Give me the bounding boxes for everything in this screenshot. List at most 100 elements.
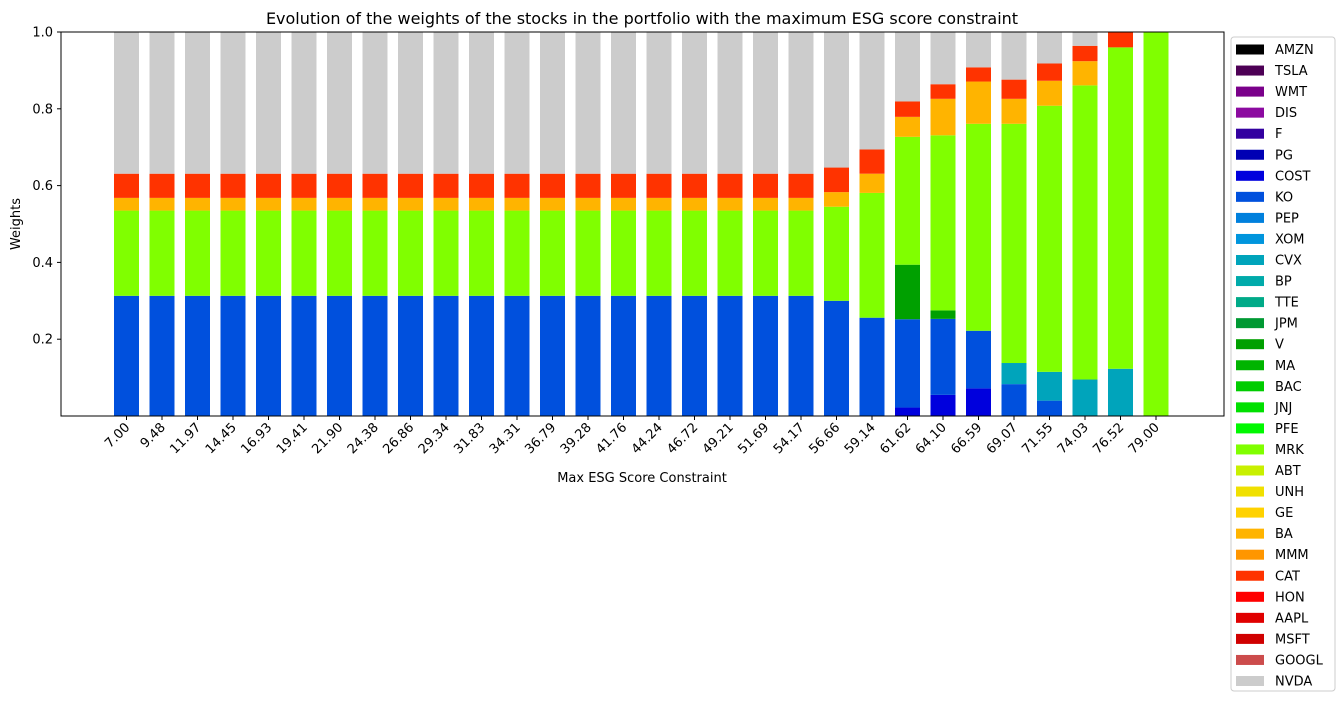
legend-label-cost: COST (1275, 169, 1311, 184)
bar-segment-mrk (966, 123, 991, 331)
y-tick-label: 0.6 (32, 179, 53, 194)
bar-segment-mrk (220, 210, 246, 296)
legend-label-googl: GOOGL (1275, 653, 1324, 668)
bar-segment-ba (753, 197, 778, 211)
legend-swatch-jnj (1236, 402, 1264, 413)
legend-swatch-pfe (1236, 423, 1264, 434)
bar-segment-ba (1037, 80, 1062, 106)
bar-segment-cat (149, 173, 175, 198)
bar-segment-cvx (1001, 363, 1027, 385)
bar-segment-cat (1072, 45, 1098, 62)
bar-segment-ba (930, 98, 956, 136)
x-tick-label: 49.21 (700, 420, 737, 457)
bar-segment-cat (575, 173, 601, 198)
bar-segment-cat (1001, 79, 1027, 99)
bar-segment-ba (362, 197, 388, 211)
bar-segment-mrk (504, 210, 530, 296)
legend-swatch-unh (1236, 486, 1264, 497)
bar-segment-mrk (1001, 123, 1027, 364)
legend-swatch-wmt (1236, 86, 1264, 97)
x-tick-label: 51.69 (735, 420, 772, 457)
bar-segment-ba (185, 197, 210, 211)
y-tick-label: 0.8 (32, 102, 53, 117)
legend-label-mmm: MMM (1275, 548, 1309, 563)
bar-segment-mrk (895, 136, 920, 265)
bar-segment-nvda (540, 32, 565, 174)
bar-segment-ko (575, 295, 601, 416)
bar-segment-mrk (398, 210, 423, 296)
bar-segment-ba (540, 197, 565, 211)
legend-swatch-jpm (1236, 318, 1264, 329)
x-tick-label: 61.62 (877, 420, 914, 457)
bar-segment-cat (220, 173, 246, 198)
bar-segment-cat (717, 173, 743, 198)
bar-segment-nvda (682, 32, 707, 174)
legend-label-v: V (1275, 338, 1284, 353)
legend-swatch-mrk (1236, 444, 1264, 455)
bar-segment-cat (433, 173, 459, 198)
bar-segment-ba (717, 197, 743, 211)
bar-segment-mrk (717, 210, 743, 296)
legend-label-wmt: WMT (1275, 85, 1307, 100)
bar-segment-ko (433, 295, 459, 416)
bar-segment-cat (1037, 63, 1062, 81)
legend-label-cvx: CVX (1275, 254, 1302, 269)
bar-segment-ba (895, 116, 920, 137)
bar-segment-ko (611, 295, 636, 416)
legend-label-mrk: MRK (1275, 443, 1304, 458)
legend-label-msft: MSFT (1275, 632, 1310, 647)
x-tick-label: 36.79 (522, 420, 559, 457)
legend-swatch-ba (1236, 528, 1264, 539)
y-tick-label: 1.0 (32, 26, 53, 41)
legend-swatch-ko (1236, 191, 1264, 202)
bar-segment-mrk (362, 210, 388, 296)
bar-segment-nvda (859, 32, 885, 150)
bar-segment-nvda (611, 32, 636, 174)
legend-swatch-amzn (1236, 44, 1264, 55)
bar-segment-mrk (1143, 32, 1169, 416)
bar-segment-cat (682, 173, 707, 198)
legend-swatch-tte (1236, 297, 1264, 308)
bar-segment-mrk (327, 210, 352, 296)
bar-segment-nvda (966, 32, 991, 68)
legend-swatch-f (1236, 128, 1264, 139)
bar-segment-ba (433, 197, 459, 211)
bar-segment-ba (114, 197, 139, 211)
bar-segment-cvx (1037, 371, 1062, 401)
bar-segment-ba (398, 197, 423, 211)
bar-segment-nvda (1001, 32, 1027, 80)
x-axis: 7.00 9.4811.9714.4516.9319.4121.9024.3826… (102, 416, 1163, 457)
bar-segment-mrk (469, 210, 494, 296)
bar-segment-mrk (114, 210, 139, 296)
bar-segment-cvx (1072, 379, 1098, 416)
bar-segment-cost (930, 394, 956, 416)
legend-label-cat: CAT (1275, 569, 1300, 584)
bar-segment-ko (824, 300, 849, 416)
legend-swatch-aapl (1236, 612, 1264, 623)
bar-segment-cat (327, 173, 352, 198)
legend-label-ko: KO (1275, 190, 1293, 205)
legend-label-jnj: JNJ (1274, 401, 1292, 416)
legend-swatch-googl (1236, 654, 1264, 665)
bar-segment-nvda (291, 32, 317, 174)
x-tick-label: 9.48 (138, 420, 169, 451)
bar-segment-mrk (611, 210, 636, 296)
bar-segment-ko (646, 295, 672, 416)
bar-segment-cat (895, 101, 920, 117)
x-tick-label: 41.76 (593, 420, 630, 457)
legend-label-ba: BA (1275, 527, 1293, 542)
bar-segment-mrk (753, 210, 778, 296)
y-axis-label: Weights (9, 198, 24, 250)
x-tick-label: 29.34 (416, 420, 453, 457)
x-tick-label: 16.93 (238, 420, 275, 457)
bar-segment-ba (575, 197, 601, 211)
bar-segment-mrk (682, 210, 707, 296)
bar-segment-mrk (575, 210, 601, 296)
chart-title: Evolution of the weights of the stocks i… (266, 9, 1018, 28)
legend-label-dis: DIS (1275, 106, 1297, 121)
bar-segment-ba (327, 197, 352, 211)
bar-segment-ba (1072, 61, 1098, 86)
legend-swatch-tsla (1236, 65, 1264, 76)
legend-swatch-ma (1236, 360, 1264, 371)
